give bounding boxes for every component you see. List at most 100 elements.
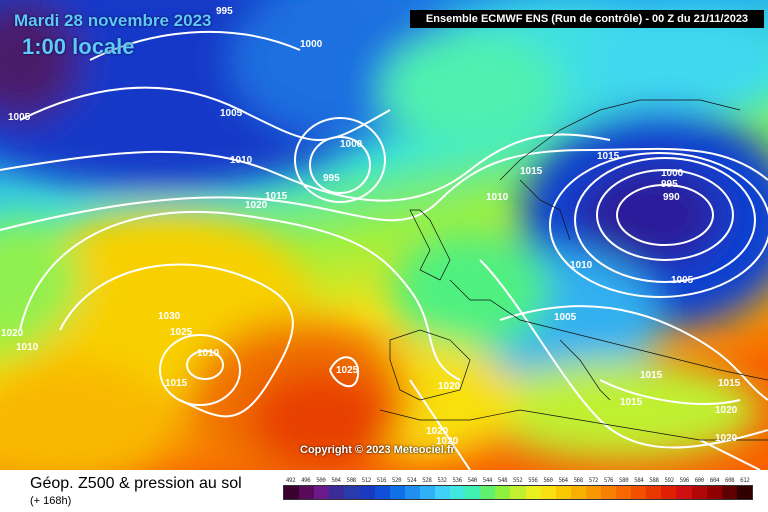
- legend-swatch: [329, 486, 345, 499]
- isobar-1010-path: [0, 133, 611, 202]
- legend-label: 540: [467, 478, 478, 484]
- legend-swatch: [389, 486, 405, 499]
- legend-label: 516: [376, 478, 387, 484]
- isobar-labels: 995 1000 1005 1010 1005 1000 995 1015 10…: [1, 6, 741, 447]
- legend-swatch: [450, 486, 466, 499]
- isobar-label: 1015: [165, 378, 188, 389]
- legend-label: 508: [346, 478, 356, 484]
- isobar-label: 1030: [158, 311, 181, 322]
- legend-label: 608: [725, 478, 735, 484]
- legend-swatch: [510, 486, 526, 499]
- legend-swatch: [374, 486, 390, 499]
- legend-swatch: [616, 486, 632, 499]
- legend-label: 504: [331, 478, 341, 484]
- legend-swatch: [600, 486, 617, 499]
- legend-label: 612: [740, 478, 750, 484]
- legend-swatch: [284, 486, 300, 499]
- legend-swatch: [676, 486, 692, 499]
- map-footer: Géop. Z500 & pression au sol (+ 168h) 49…: [0, 470, 768, 512]
- isobar-990: [616, 184, 714, 246]
- isobar-label: 995: [323, 173, 340, 184]
- legend-label: 584: [634, 478, 644, 484]
- isobar-995-iceland: [309, 136, 371, 194]
- color-legend: 492 496 500 504 508 512 516 520 524 528 532 536 540 5…: [283, 478, 753, 500]
- isobar-label: 1020: [245, 200, 268, 211]
- isobar-high-azores-inner: [186, 350, 224, 380]
- isobar-label: 1020: [715, 405, 738, 416]
- isobar-1005-east: [549, 152, 768, 298]
- legend-swatch: [480, 486, 496, 499]
- isobar-1000-iceland: [294, 117, 386, 203]
- legend-swatch: [721, 486, 737, 499]
- map-caption: Géop. Z500 & pression au sol: [30, 475, 242, 492]
- legend-swatch: [540, 486, 556, 499]
- isobar-1000: [574, 157, 756, 283]
- legend-swatch: [419, 486, 435, 499]
- coast-british-isles: [409, 209, 451, 281]
- isobar-label: 1000: [340, 139, 363, 150]
- legend-label: 552: [513, 478, 523, 484]
- isobar-1000-north: [89, 30, 301, 61]
- isobar-label: 1015: [620, 397, 643, 408]
- legend-swatch: [465, 486, 481, 499]
- legend-label: 536: [452, 478, 462, 484]
- coast-europe: [449, 279, 768, 381]
- isobar-1005-europe: [499, 305, 768, 401]
- isobar-label: 1000: [661, 168, 684, 179]
- legend-swatch: [314, 486, 330, 499]
- isobar-label: 1020: [436, 436, 459, 447]
- legend-label: 512: [361, 478, 372, 484]
- isobar-label: 1015: [265, 191, 288, 202]
- model-run-banner: Ensemble ECMWF ENS (Run de contrôle) - 0…: [410, 10, 764, 28]
- isobar-label: 1010: [486, 192, 509, 203]
- isobar-label: 1015: [520, 166, 543, 177]
- legend-label: 592: [664, 478, 674, 484]
- legend-label: 560: [543, 478, 553, 484]
- legend-labels: 492 496 500 504 508 512 516 520 524 528 532 536 540 5…: [283, 478, 753, 484]
- legend-label: 600: [694, 478, 705, 484]
- legend-label: 520: [391, 478, 402, 484]
- isobar-high-azores: [159, 334, 241, 406]
- legend-swatch: [404, 486, 420, 499]
- legend-label: 528: [422, 478, 432, 484]
- isobar-1025-small: [329, 356, 360, 388]
- isobar-label: 1015: [640, 370, 663, 381]
- legend-swatch: [585, 486, 601, 499]
- legend-swatch: [570, 486, 586, 499]
- isobar-label: 1005: [8, 112, 31, 123]
- isobar-label: 1010: [197, 348, 220, 359]
- isobar-label: 1010: [230, 155, 253, 166]
- isobar-1020-path: [19, 211, 461, 381]
- isobar-label: 1020: [438, 381, 461, 392]
- isobar-995: [596, 169, 734, 261]
- legend-swatch: [646, 486, 662, 499]
- forecast-map: 995 1000 1005 1010 1005 1000 995 1015 10…: [0, 0, 768, 470]
- legend-swatch: [495, 486, 511, 499]
- isobar-label: 1010: [16, 342, 39, 353]
- isobar-1020-med: [599, 379, 741, 405]
- legend-bar: [283, 485, 753, 500]
- isobar-1025-path: [59, 263, 294, 418]
- isobar-label: 1005: [671, 275, 694, 286]
- legend-label: 588: [649, 478, 659, 484]
- legend-label: 496: [301, 478, 311, 484]
- legend-label: 532: [437, 478, 447, 484]
- legend-label: 568: [573, 478, 584, 484]
- isobar-label: 1015: [718, 378, 741, 389]
- coast-africa: [379, 409, 768, 441]
- legend-swatch: [691, 486, 707, 499]
- forecast-date: Mardi 28 novembre 2023: [14, 11, 212, 30]
- isobar-label: 995: [661, 179, 678, 190]
- legend-label: 492: [285, 478, 296, 484]
- isobar-label: 1005: [220, 108, 243, 119]
- lead-time-label: (+ 168h): [30, 495, 72, 507]
- legend-swatch: [344, 486, 360, 499]
- isobar-label: 1025: [336, 365, 359, 376]
- isobar-1015-east: [479, 259, 768, 449]
- isobar-1005-north: [19, 86, 391, 141]
- copyright-notice: Copyright © 2023 Meteociel.fr: [300, 444, 455, 456]
- legend-label: 556: [528, 478, 538, 484]
- map-canvas: 995 1000 1005 1010 1005 1000 995 1015 10…: [0, 0, 768, 470]
- isobar-label: 1020: [1, 328, 24, 339]
- forecast-local-time: 1:00 locale: [22, 34, 135, 59]
